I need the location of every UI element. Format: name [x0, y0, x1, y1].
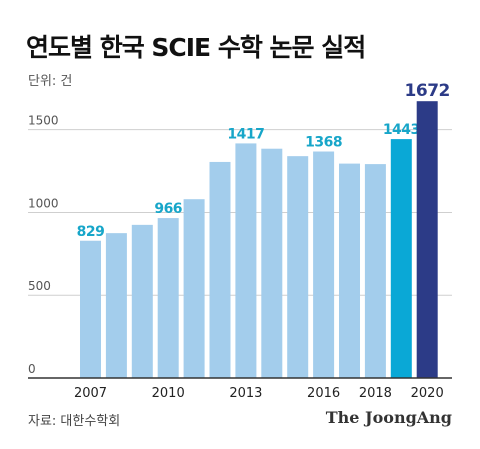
- bar-2008: [105, 233, 127, 378]
- data-label-2016: 1368: [305, 135, 342, 151]
- bar-2017: [339, 163, 360, 378]
- brand-logo: The JoongAng: [325, 408, 452, 427]
- bar-2012: [209, 161, 231, 378]
- bar-2014: [261, 148, 283, 378]
- data-label-2019: 1443: [383, 122, 420, 138]
- y-tick-label-500: 500: [28, 279, 51, 293]
- bar-2018: [364, 164, 386, 378]
- y-tick-label-0: 0: [28, 362, 36, 376]
- bar-2016: [313, 151, 335, 378]
- y-tick-label-1500: 1500: [28, 114, 59, 128]
- bar-2009: [131, 224, 153, 378]
- x-tick-label-2013: 2013: [229, 386, 262, 401]
- x-tick-label-2016: 2016: [307, 386, 340, 401]
- unit-label: 단위: 건: [28, 74, 73, 89]
- data-label-2010: 966: [154, 201, 182, 217]
- bar-2013: [235, 143, 257, 378]
- chart-title: 연도별 한국 SCIE 수학 논문 실적: [26, 33, 366, 62]
- bar-2010: [157, 218, 179, 378]
- x-tick-label-2020: 2020: [411, 386, 444, 401]
- bar-2007: [80, 240, 101, 378]
- source-note: 자료: 대한수학회: [28, 414, 121, 429]
- data-label-2020: 1672: [405, 81, 450, 101]
- bar-2019: [390, 139, 412, 378]
- bar-2011: [183, 199, 205, 378]
- data-label-2007: 829: [77, 224, 105, 240]
- y-tick-label-1000: 1000: [28, 196, 59, 210]
- x-tick-label-2018: 2018: [359, 386, 392, 401]
- data-label-2013: 1417: [227, 126, 264, 142]
- x-tick-label-2007: 2007: [74, 386, 107, 401]
- bar-2020: [416, 101, 438, 379]
- x-tick-label-2010: 2010: [152, 386, 185, 401]
- bar-2015: [287, 156, 309, 378]
